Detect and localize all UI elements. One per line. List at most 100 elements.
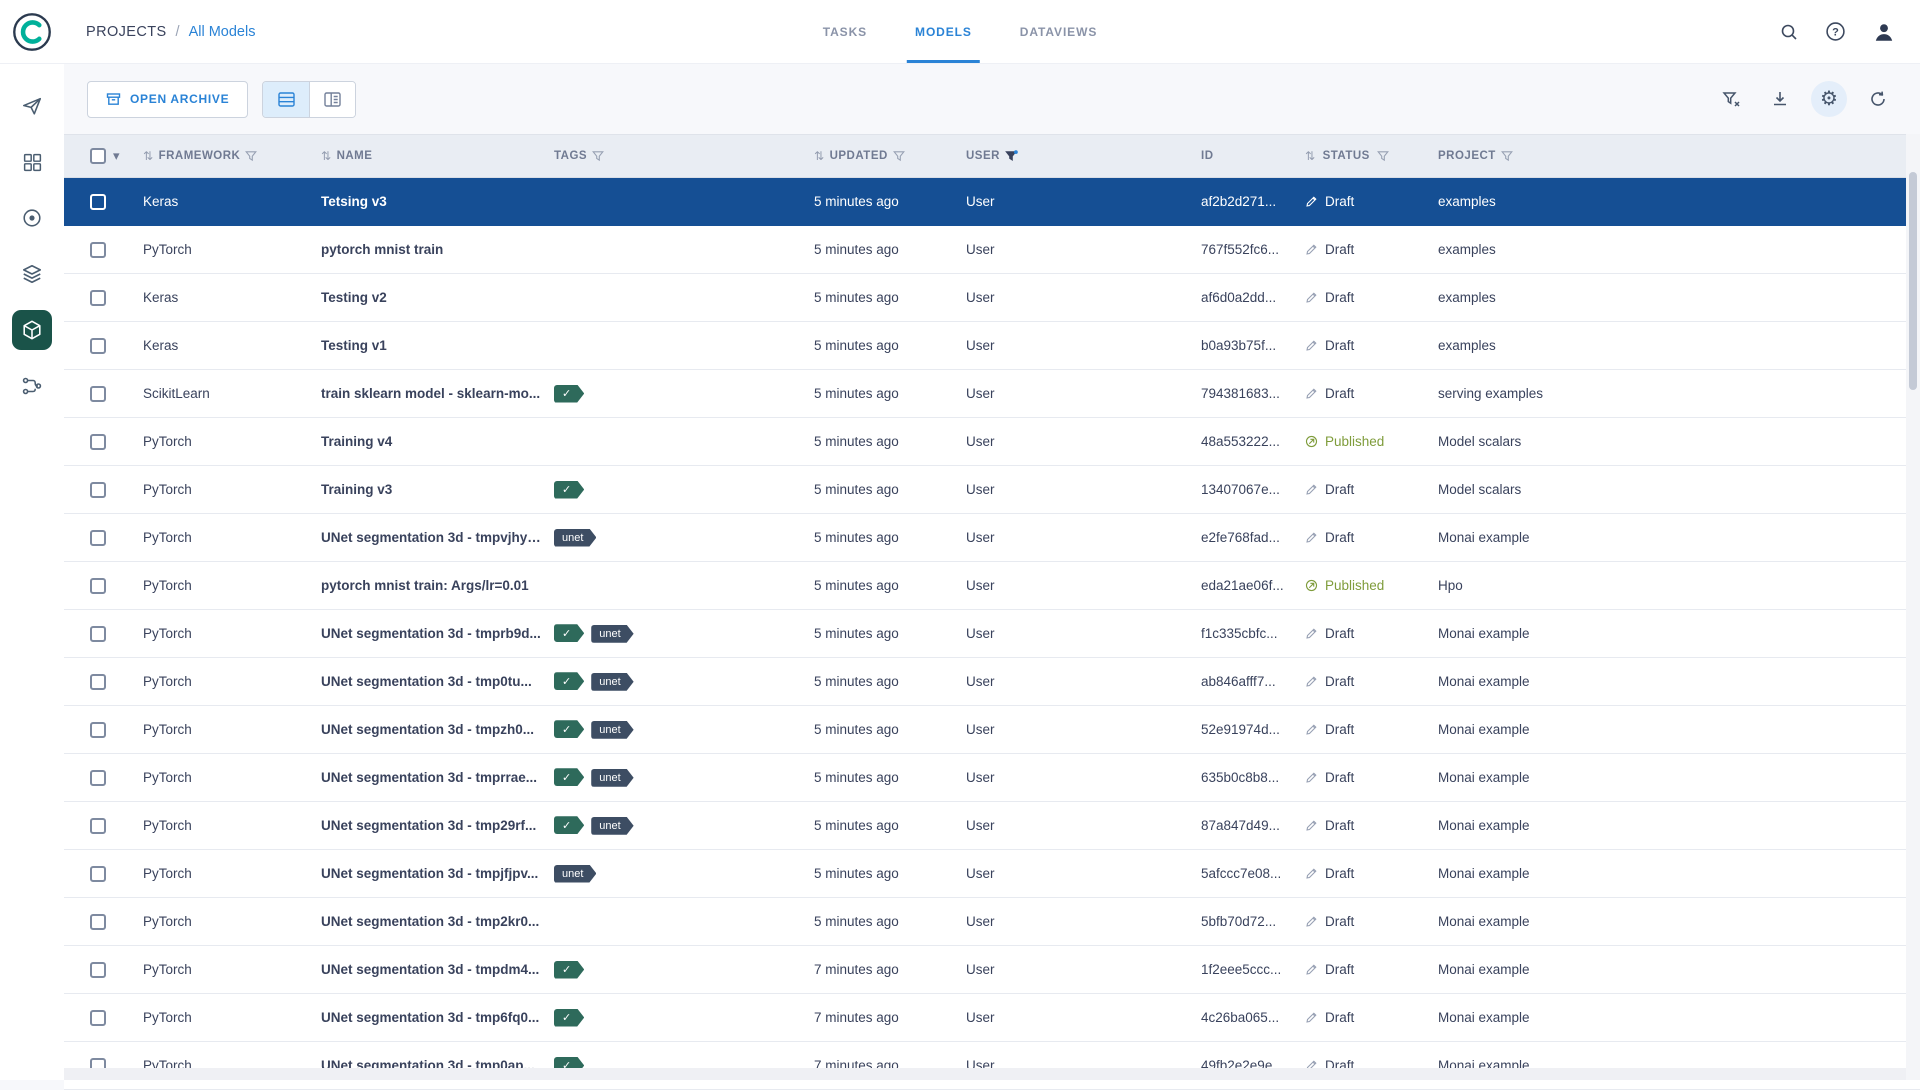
sidebar-item-models[interactable]	[12, 310, 52, 350]
row-checkbox[interactable]	[90, 481, 106, 498]
row-checkbox[interactable]	[90, 529, 106, 546]
orchestration-icon	[21, 375, 43, 397]
sort-icon[interactable]: ⇅	[814, 149, 825, 163]
row-checkbox[interactable]	[90, 577, 106, 594]
filter-reset-button[interactable]	[1713, 81, 1749, 117]
table-row[interactable]: PyTorch UNet segmentation 3d - tmprb9d...…	[64, 610, 1920, 658]
table-row[interactable]: ScikitLearn train sklearn model - sklearn…	[64, 370, 1920, 418]
sidebar-item-projects[interactable]	[12, 142, 52, 182]
row-checkbox[interactable]	[90, 433, 106, 450]
column-header-id[interactable]: ID	[1201, 150, 1305, 162]
cell-name: UNet segmentation 3d - tmprrae...	[321, 770, 538, 785]
sort-icon[interactable]: ⇅	[143, 149, 154, 163]
horizontal-scrollbar-track[interactable]	[64, 1068, 1906, 1080]
row-checkbox[interactable]	[90, 625, 106, 642]
cell-updated: 5 minutes ago	[814, 338, 899, 353]
table-row[interactable]: PyTorch pytorch mnist train 5 minutes ago U…	[64, 226, 1920, 274]
status-label: Published	[1325, 578, 1385, 593]
cell-status: Draft	[1305, 722, 1438, 737]
table-row[interactable]: Keras Tetsing v3 5 minutes ago User af2b2d27…	[64, 178, 1920, 226]
table-row[interactable]: PyTorch UNet segmentation 3d - tmpdm4... ✓…	[64, 946, 1920, 994]
table-row[interactable]: PyTorch UNet segmentation 3d - tmpjfjpv..…	[64, 850, 1920, 898]
row-checkbox[interactable]	[90, 817, 106, 834]
column-header-status[interactable]: ⇅ STATUS	[1305, 149, 1438, 163]
column-header-framework[interactable]: ⇅ FRAMEWORK	[143, 149, 321, 163]
sidebar-item-orchestration[interactable]	[12, 366, 52, 406]
row-checkbox[interactable]	[90, 961, 106, 978]
table-view-button[interactable]	[263, 81, 310, 117]
filter-active-icon[interactable]	[1005, 150, 1018, 162]
tab-tasks[interactable]: TASKS	[822, 24, 868, 39]
table-row[interactable]: PyTorch Training v3 ✓ 5 minutes ago User 1340…	[64, 466, 1920, 514]
tab-dataviews[interactable]: DATAVIEWS	[1019, 24, 1098, 39]
filter-icon[interactable]	[892, 150, 905, 162]
vertical-scrollbar-thumb[interactable]	[1909, 172, 1917, 390]
cell-framework: PyTorch	[143, 530, 192, 545]
row-checkbox[interactable]	[90, 385, 106, 402]
table-row[interactable]: PyTorch UNet segmentation 3d - tmp2kr0...…	[64, 898, 1920, 946]
cell-project: Hpo	[1438, 578, 1463, 593]
breadcrumb-projects[interactable]: PROJECTS	[86, 23, 167, 40]
help-icon[interactable]: ?	[1825, 21, 1846, 42]
sort-icon[interactable]: ⇅	[1305, 149, 1316, 163]
table-row[interactable]: PyTorch UNet segmentation 3d - tmpzh0... ✓…	[64, 706, 1920, 754]
refresh-button[interactable]	[1860, 81, 1896, 117]
row-checkbox[interactable]	[90, 1009, 106, 1026]
card-view-button[interactable]	[309, 81, 356, 117]
selection-dropdown-caret-icon[interactable]: ▾	[113, 148, 121, 163]
table-row[interactable]: PyTorch pytorch mnist train: Args/lr=0.01…	[64, 562, 1920, 610]
row-checkbox[interactable]	[90, 865, 106, 882]
clearml-logo[interactable]	[0, 12, 64, 52]
status-label: Draft	[1325, 866, 1355, 881]
column-header-tags[interactable]: TAGS	[554, 150, 814, 162]
table-row[interactable]: PyTorch UNet segmentation 3d - tmpvjhyl..…	[64, 514, 1920, 562]
breadcrumb-current[interactable]: All Models	[188, 23, 256, 40]
sort-icon[interactable]: ⇅	[321, 149, 332, 163]
select-all-header[interactable]: ▾	[64, 148, 143, 164]
row-checkbox[interactable]	[90, 721, 106, 738]
row-checkbox[interactable]	[90, 337, 106, 354]
column-header-name[interactable]: ⇅ NAME	[321, 149, 554, 163]
cell-project: Monai example	[1438, 866, 1530, 881]
cell-name: UNet segmentation 3d - tmp29rf...	[321, 818, 537, 833]
filter-icon[interactable]	[1376, 150, 1389, 162]
sidebar-item-getting-started[interactable]	[12, 86, 52, 126]
table-row[interactable]: PyTorch UNet segmentation 3d - tmp6fq0...…	[64, 994, 1920, 1042]
cell-user: User	[966, 914, 995, 929]
table-row[interactable]: Keras Testing v1 5 minutes ago User b0a93b75…	[64, 322, 1920, 370]
table-row[interactable]: PyTorch Training v4 5 minutes ago User 48a55…	[64, 418, 1920, 466]
table-row[interactable]: Keras Testing v2 5 minutes ago User af6d0a2d…	[64, 274, 1920, 322]
tab-models[interactable]: MODELS	[899, 0, 988, 63]
row-checkbox[interactable]	[90, 241, 106, 258]
select-all-checkbox[interactable]	[90, 148, 106, 164]
sidebar-item-datasets[interactable]	[12, 198, 52, 238]
column-header-project[interactable]: PROJECT	[1438, 150, 1920, 162]
cell-tags: ✓ unet	[554, 624, 814, 643]
download-button[interactable]	[1762, 81, 1798, 117]
cell-status: Published	[1305, 578, 1438, 593]
filter-icon[interactable]	[245, 150, 258, 162]
vertical-scrollbar-track[interactable]	[1906, 134, 1920, 1080]
toolbar: OPEN ARCHIVE ⚙	[64, 64, 1920, 134]
column-header-updated[interactable]: ⇅ UPDATED	[814, 149, 966, 163]
open-archive-button[interactable]: OPEN ARCHIVE	[87, 80, 249, 118]
profile-avatar[interactable]	[1872, 20, 1896, 44]
table-row[interactable]: PyTorch UNet segmentation 3d - tmprrae...…	[64, 754, 1920, 802]
row-checkbox[interactable]	[90, 289, 106, 306]
table-row[interactable]: PyTorch UNet segmentation 3d - tmp0tu... ✓…	[64, 658, 1920, 706]
breadcrumb: PROJECTS / All Models	[86, 24, 255, 40]
row-checkbox[interactable]	[90, 673, 106, 690]
table-row[interactable]: PyTorch UNet segmentation 3d - tmp29rf...…	[64, 802, 1920, 850]
filter-icon[interactable]	[1500, 150, 1513, 162]
column-header-user[interactable]: USER	[966, 150, 1201, 162]
cell-id: f1c335cbfc...	[1201, 626, 1278, 641]
search-icon[interactable]	[1779, 22, 1799, 42]
row-checkbox[interactable]	[90, 193, 106, 210]
sidebar-item-pipelines[interactable]	[12, 254, 52, 294]
row-checkbox[interactable]	[90, 769, 106, 786]
settings-button[interactable]: ⚙	[1811, 81, 1847, 117]
table-row[interactable]: PyTorch UNet segmentation 3d - tmp0ap... ✓…	[64, 1042, 1920, 1090]
cell-name: pytorch mnist train: Args/lr=0.01	[321, 578, 529, 593]
filter-icon[interactable]	[592, 150, 605, 162]
row-checkbox[interactable]	[90, 913, 106, 930]
